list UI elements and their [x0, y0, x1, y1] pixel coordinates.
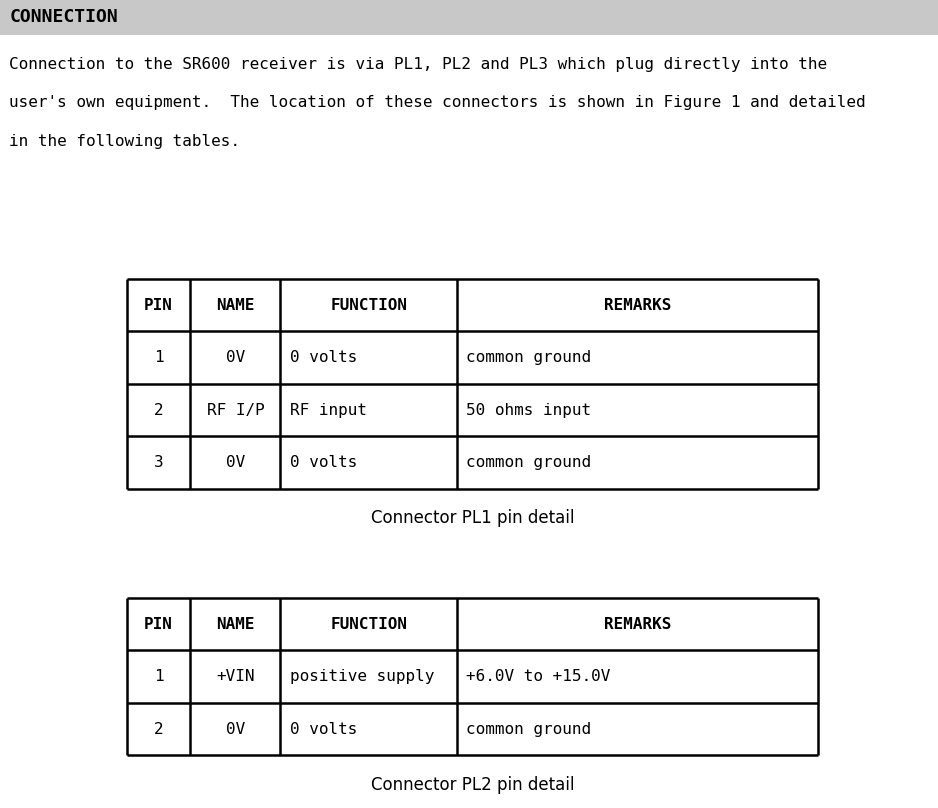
- Text: 1: 1: [154, 669, 163, 684]
- Text: +VIN: +VIN: [216, 669, 255, 684]
- Text: in the following tables.: in the following tables.: [9, 134, 240, 149]
- Bar: [0, 0, 938, 35]
- Bar: [127, 598, 818, 755]
- Text: +6.0V to +15.0V: +6.0V to +15.0V: [466, 669, 611, 684]
- Bar: [127, 279, 818, 489]
- Text: 2: 2: [154, 402, 163, 418]
- Text: Connection to the SR600 receiver is via PL1, PL2 and PL3 which plug directly int: Connection to the SR600 receiver is via …: [9, 57, 827, 72]
- Text: 0V: 0V: [226, 455, 245, 470]
- Text: common ground: common ground: [466, 455, 591, 470]
- Text: Connector PL1 pin detail: Connector PL1 pin detail: [371, 509, 574, 527]
- Text: REMARKS: REMARKS: [604, 617, 671, 632]
- Text: common ground: common ground: [466, 722, 591, 737]
- Text: 3: 3: [154, 455, 163, 470]
- Text: NAME: NAME: [216, 297, 255, 313]
- Text: RF input: RF input: [290, 402, 367, 418]
- Text: user's own equipment.  The location of these connectors is shown in Figure 1 and: user's own equipment. The location of th…: [9, 95, 866, 111]
- Text: NAME: NAME: [216, 617, 255, 632]
- Text: PIN: PIN: [144, 617, 173, 632]
- Text: FUNCTION: FUNCTION: [330, 617, 407, 632]
- Text: 1: 1: [154, 350, 163, 365]
- Text: CONNECTION: CONNECTION: [9, 8, 118, 27]
- Text: 50 ohms input: 50 ohms input: [466, 402, 591, 418]
- Text: REMARKS: REMARKS: [604, 297, 671, 313]
- Text: 0V: 0V: [226, 350, 245, 365]
- Text: RF I/P: RF I/P: [206, 402, 265, 418]
- Text: 2: 2: [154, 722, 163, 737]
- Text: Connector PL2 pin detail: Connector PL2 pin detail: [371, 776, 574, 793]
- Text: common ground: common ground: [466, 350, 591, 365]
- Text: 0 volts: 0 volts: [290, 722, 357, 737]
- Text: 0 volts: 0 volts: [290, 350, 357, 365]
- Text: 0 volts: 0 volts: [290, 455, 357, 470]
- Text: positive supply: positive supply: [290, 669, 434, 684]
- Text: 0V: 0V: [226, 722, 245, 737]
- Text: PIN: PIN: [144, 297, 173, 313]
- Text: FUNCTION: FUNCTION: [330, 297, 407, 313]
